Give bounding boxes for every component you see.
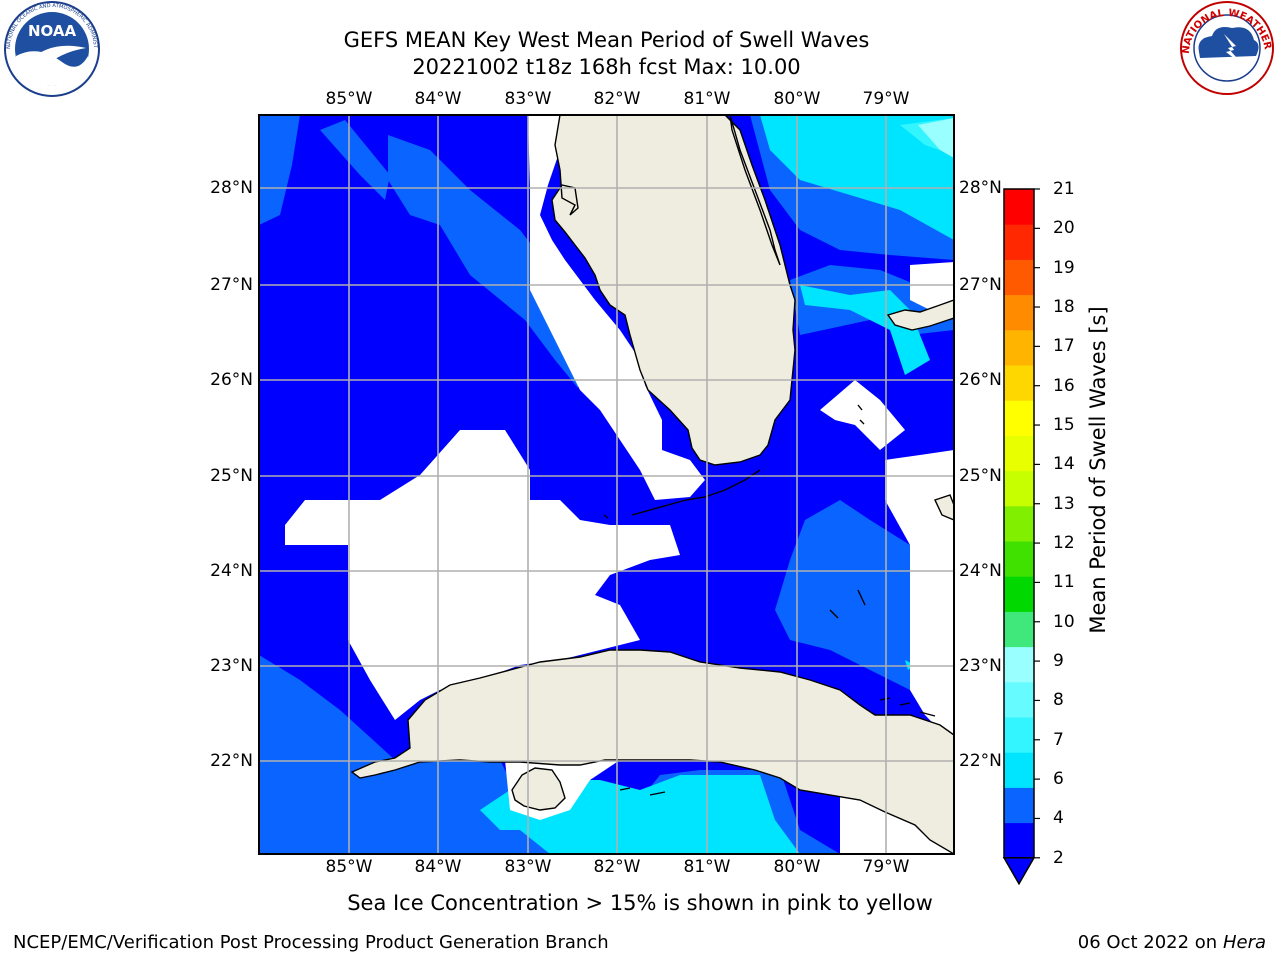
lon-label-bottom: 79°W <box>862 857 910 877</box>
colorbar-tick-label: 14 <box>1053 454 1075 475</box>
graticule <box>259 115 954 854</box>
colorbar-segment <box>1004 646 1034 683</box>
lon-label-top: 79°W <box>862 89 910 109</box>
footer-date: 06 Oct 2022 on Hera <box>1078 932 1266 953</box>
colorbar-tick-label: 18 <box>1053 297 1075 318</box>
colorbar-tick-label: 7 <box>1053 729 1064 750</box>
footer-credit: NCEP/EMC/Verification Post Processing Pr… <box>13 932 609 953</box>
lat-label-left: 26°N <box>210 370 253 390</box>
colorbar-segment <box>1004 400 1034 436</box>
lat-label-left: 25°N <box>210 466 253 486</box>
colorbar-segment <box>1004 752 1034 788</box>
colorbar-tick-label: 11 <box>1053 572 1075 593</box>
colorbar-frame <box>1003 188 1035 859</box>
colorbar-extend-arrow <box>1002 857 1036 886</box>
colorbar-segment <box>1004 681 1034 718</box>
colorbar-tick-label: 4 <box>1053 808 1064 829</box>
colorbar-segment <box>1004 541 1034 577</box>
lat-label-left: 28°N <box>210 178 253 198</box>
colorbar-segment <box>1004 435 1034 472</box>
lat-label-left: 27°N <box>210 275 253 295</box>
lon-label-top: 84°W <box>414 89 462 109</box>
florida-east-barrier <box>729 115 781 266</box>
colorbar-tick-label: 8 <box>1053 690 1064 711</box>
isla-de-la-juventud <box>511 767 566 811</box>
lon-label-bottom: 83°W <box>504 857 552 877</box>
nws-logo: NATIONAL WEATHER SERVICE <box>0 0 1274 95</box>
colorbar-segment <box>1004 470 1034 507</box>
colorbar-segment <box>1004 787 1034 824</box>
lon-label-bottom: 81°W <box>683 857 731 877</box>
colorbar-title: Mean Period of Swell Waves [s] <box>1086 306 1110 634</box>
colorbar-tick-label: 10 <box>1053 611 1075 632</box>
sea-ice-note: Sea Ice Concentration > 15% is shown in … <box>347 891 933 915</box>
cuba <box>350 649 954 854</box>
lat-label-left: 24°N <box>210 561 253 581</box>
lon-label-bottom: 80°W <box>773 857 821 877</box>
colorbar-segment <box>1004 505 1034 542</box>
chart-subtitle: 20221002 t18z 168h fcst Max: 10.00 <box>412 55 801 79</box>
swell-band-6-8s <box>480 115 954 854</box>
colorbar-tick-label: 9 <box>1053 651 1064 672</box>
colorbar-segment <box>1004 717 1034 753</box>
footer-machine: Hera <box>1222 932 1266 953</box>
colorbar <box>1002 188 1040 886</box>
grand-bahama <box>886 299 954 331</box>
noaa-logo: NOAA NATIONAL OCEANIC AND ATMOSPHERIC AD… <box>0 0 100 97</box>
colorbar-segment <box>1004 365 1034 401</box>
andros <box>934 494 954 521</box>
colorbar-segment <box>1004 822 1034 859</box>
lat-label-right: 24°N <box>959 561 1002 581</box>
florida-peninsula <box>551 115 796 466</box>
chart-title: GEFS MEAN Key West Mean Period of Swell … <box>343 28 870 52</box>
colorbar-segment <box>1004 329 1034 366</box>
lat-label-left: 23°N <box>210 656 253 676</box>
colorbar-tick-label: 17 <box>1053 336 1075 357</box>
colorbar-tick-label: 20 <box>1053 218 1075 239</box>
swell-band-9s <box>918 118 954 158</box>
colorbar-tick-label: 16 <box>1053 375 1075 396</box>
footer-date-text: 06 Oct 2022 on <box>1077 932 1223 953</box>
lat-label-right: 22°N <box>959 751 1002 771</box>
land <box>350 115 954 854</box>
colorbar-tick-label: 2 <box>1053 847 1064 868</box>
lon-label-top: 85°W <box>325 89 373 109</box>
colorbar-segment <box>1004 611 1034 648</box>
lat-label-right: 28°N <box>959 178 1002 198</box>
colorbar-segment <box>1004 576 1034 612</box>
colorbar-tick-label: 19 <box>1053 257 1075 278</box>
lon-label-bottom: 85°W <box>325 857 373 877</box>
lon-label-top: 81°W <box>683 89 731 109</box>
lon-label-bottom: 82°W <box>593 857 641 877</box>
colorbar-tick-label: 13 <box>1053 493 1075 514</box>
colorbar-segment <box>1004 189 1034 225</box>
colorbar-tick-label: 15 <box>1053 415 1075 436</box>
lat-label-right: 25°N <box>959 466 1002 486</box>
lat-label-left: 22°N <box>210 751 253 771</box>
lon-label-top: 80°W <box>773 89 821 109</box>
lon-label-top: 82°W <box>593 89 641 109</box>
keys-and-islets <box>603 404 936 796</box>
colorbar-tick-label: 21 <box>1053 179 1075 199</box>
colorbar-segment <box>1004 259 1034 296</box>
lat-label-right: 27°N <box>959 275 1002 295</box>
svg-text:NATIONAL WEATHER SERVICE: NATIONAL WEATHER SERVICE <box>0 0 1273 54</box>
colorbar-segment <box>1004 294 1034 331</box>
noaa-logo-text: NOAA <box>28 22 77 40</box>
map-frame <box>258 114 955 855</box>
colorbar-tick-label: 12 <box>1053 533 1075 554</box>
lon-label-top: 83°W <box>504 89 552 109</box>
lat-label-right: 26°N <box>959 370 1002 390</box>
colorbar-segment <box>1004 224 1034 260</box>
colorbar-tick-label: 6 <box>1053 769 1064 790</box>
map-area <box>259 115 954 854</box>
lat-label-right: 23°N <box>959 656 1002 676</box>
nws-ring-text: NATIONAL WEATHER SERVICE <box>0 0 1273 54</box>
lon-label-bottom: 84°W <box>414 857 462 877</box>
